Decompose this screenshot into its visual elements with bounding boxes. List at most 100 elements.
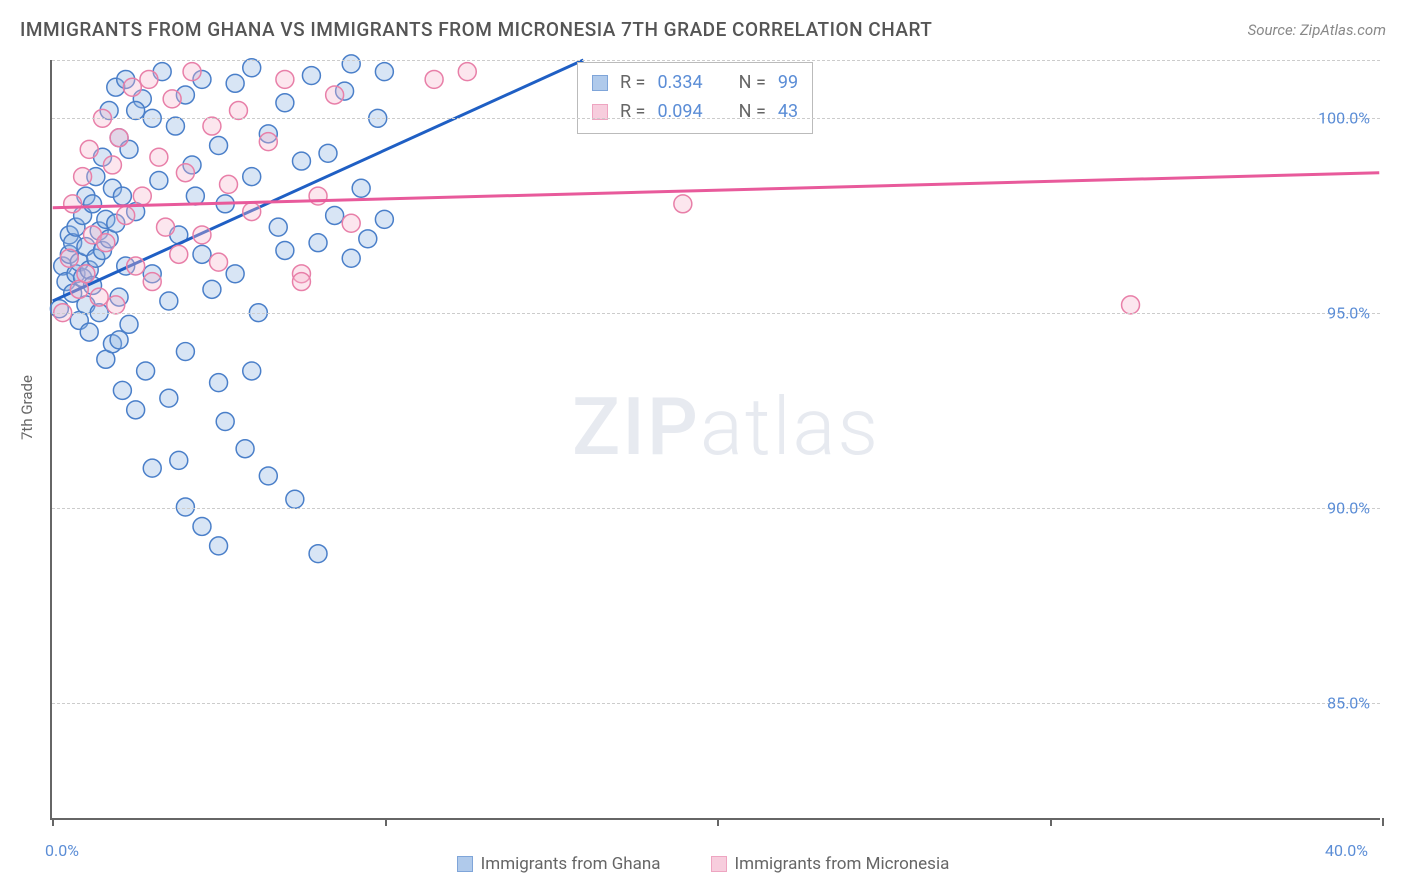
scatter-point-micronesia: [342, 214, 360, 232]
y-tick-label: 95.0%: [1327, 304, 1370, 323]
y-axis-label: 7th Grade: [18, 375, 36, 440]
gridline-horizontal: [52, 118, 1380, 119]
scatter-point-ghana: [243, 168, 261, 186]
scatter-point-ghana: [243, 59, 261, 77]
scatter-point-ghana: [375, 63, 393, 81]
chart-svg: [52, 60, 1380, 818]
scatter-point-ghana: [110, 331, 128, 349]
scatter-point-micronesia: [220, 175, 238, 193]
scatter-point-ghana: [286, 490, 304, 508]
legend-box-correlation: R =0.334N =99R =0.094N =43: [577, 62, 813, 134]
scatter-point-micronesia: [64, 195, 82, 213]
legend-r-value: 0.094: [657, 98, 702, 127]
x-axis-legend: Immigrants from Ghana Immigrants from Mic…: [0, 854, 1406, 874]
chart-container: IMMIGRANTS FROM GHANA VS IMMIGRANTS FROM…: [0, 0, 1406, 892]
scatter-point-ghana: [176, 343, 194, 361]
scatter-point-ghana: [143, 459, 161, 477]
scatter-point-ghana: [359, 230, 377, 248]
x-tick-label: 0.0%: [45, 841, 79, 860]
x-tick: [1050, 818, 1052, 826]
scatter-point-ghana: [113, 381, 131, 399]
scatter-point-micronesia: [97, 234, 115, 252]
scatter-point-ghana: [352, 179, 370, 197]
scatter-point-ghana: [150, 172, 168, 190]
scatter-point-micronesia: [74, 168, 92, 186]
scatter-point-ghana: [236, 440, 254, 458]
scatter-point-micronesia: [60, 249, 78, 267]
scatter-point-micronesia: [674, 195, 692, 213]
scatter-point-ghana: [276, 94, 294, 112]
scatter-point-ghana: [120, 315, 138, 333]
legend-n-label: N =: [739, 69, 766, 98]
scatter-point-ghana: [127, 401, 145, 419]
scatter-point-micronesia: [176, 164, 194, 182]
scatter-point-micronesia: [1122, 296, 1140, 314]
scatter-point-ghana: [166, 117, 184, 135]
gridline-horizontal: [52, 313, 1380, 314]
scatter-point-ghana: [193, 245, 211, 263]
scatter-point-ghana: [226, 265, 244, 283]
scatter-point-ghana: [113, 187, 131, 205]
scatter-point-ghana: [176, 498, 194, 516]
gridline-horizontal: [52, 508, 1380, 509]
legend-row-micronesia: R =0.094N =43: [592, 98, 798, 127]
x-tick: [1382, 818, 1384, 826]
scatter-point-ghana: [210, 537, 228, 555]
scatter-point-micronesia: [276, 70, 294, 88]
legend-n-value: 99: [778, 69, 798, 98]
x-legend-item-ghana: Immigrants from Ghana: [457, 854, 661, 874]
scatter-point-micronesia: [90, 288, 108, 306]
y-tick-label: 85.0%: [1327, 694, 1370, 713]
scatter-point-ghana: [342, 249, 360, 267]
scatter-point-ghana: [342, 55, 360, 73]
scatter-point-micronesia: [210, 253, 228, 271]
scatter-point-micronesia: [157, 218, 175, 236]
x-tick: [52, 818, 54, 826]
gridline-horizontal: [52, 60, 1380, 61]
legend-swatch-ghana: [592, 75, 608, 91]
x-legend-swatch-ghana: [457, 856, 473, 872]
chart-title: IMMIGRANTS FROM GHANA VS IMMIGRANTS FROM…: [20, 18, 932, 41]
x-legend-label: Immigrants from Ghana: [481, 854, 661, 874]
x-tick-label: 40.0%: [1325, 841, 1368, 860]
scatter-point-micronesia: [133, 187, 151, 205]
scatter-point-micronesia: [183, 63, 201, 81]
scatter-point-ghana: [226, 74, 244, 92]
scatter-point-micronesia: [80, 140, 98, 158]
scatter-point-ghana: [170, 451, 188, 469]
scatter-point-ghana: [160, 292, 178, 310]
x-tick: [385, 818, 387, 826]
scatter-point-ghana: [309, 234, 327, 252]
x-tick: [717, 818, 719, 826]
scatter-point-micronesia: [123, 78, 141, 96]
scatter-point-ghana: [269, 218, 287, 236]
scatter-point-ghana: [137, 362, 155, 380]
plot-area: ZIPatlas R =0.334N =99R =0.094N =43 85.0…: [50, 60, 1380, 820]
scatter-point-micronesia: [170, 245, 188, 263]
scatter-point-ghana: [216, 413, 234, 431]
scatter-point-micronesia: [229, 102, 247, 120]
scatter-point-ghana: [309, 545, 327, 563]
scatter-point-ghana: [210, 137, 228, 155]
y-tick-label: 90.0%: [1327, 499, 1370, 518]
scatter-point-ghana: [243, 362, 261, 380]
scatter-point-ghana: [302, 67, 320, 85]
scatter-point-ghana: [326, 207, 344, 225]
y-tick-label: 100.0%: [1318, 109, 1370, 128]
scatter-point-ghana: [375, 210, 393, 228]
scatter-point-ghana: [292, 152, 310, 170]
scatter-point-ghana: [259, 467, 277, 485]
scatter-point-micronesia: [243, 203, 261, 221]
scatter-point-ghana: [319, 144, 337, 162]
scatter-point-micronesia: [259, 133, 277, 151]
source-attribution: Source: ZipAtlas.com: [1248, 21, 1386, 39]
scatter-point-micronesia: [143, 273, 161, 291]
x-legend-label: Immigrants from Micronesia: [735, 854, 950, 874]
scatter-point-micronesia: [150, 148, 168, 166]
title-bar: IMMIGRANTS FROM GHANA VS IMMIGRANTS FROM…: [20, 18, 1386, 41]
legend-r-label: R =: [620, 69, 645, 98]
scatter-point-micronesia: [140, 70, 158, 88]
legend-row-ghana: R =0.334N =99: [592, 69, 798, 98]
scatter-point-micronesia: [103, 156, 121, 174]
legend-n-label: N =: [739, 98, 766, 127]
